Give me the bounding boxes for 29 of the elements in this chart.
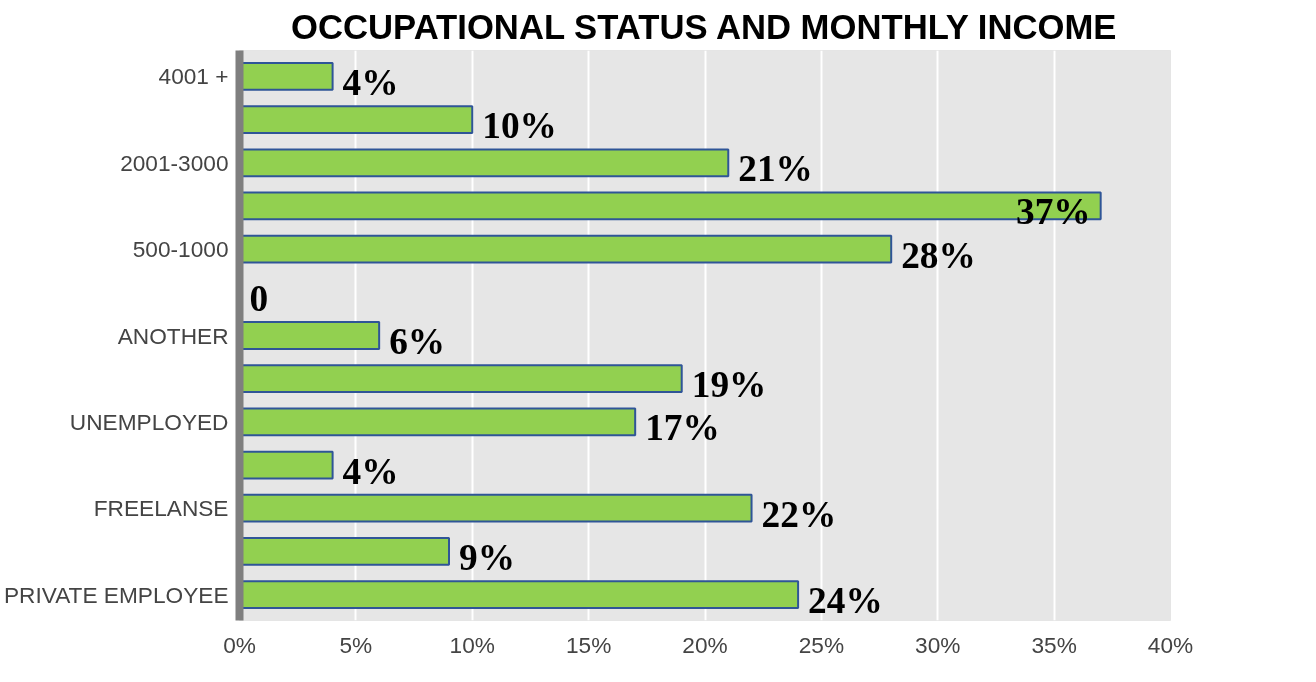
data-label: 19% <box>691 364 767 406</box>
data-label: 10% <box>482 105 557 147</box>
y-tick-label: FREELANSE <box>93 495 229 522</box>
data-label: 24% <box>808 580 883 622</box>
x-tick-label: 40% <box>1147 631 1194 658</box>
x-tick-label: 20% <box>682 631 728 658</box>
x-tick-label: 0% <box>223 631 256 658</box>
y-tick-label: ANOTHER <box>117 322 229 349</box>
x-tick-label: 10% <box>449 631 495 658</box>
data-label: 4% <box>342 61 399 103</box>
y-tick-label: 500-1000 <box>132 236 229 263</box>
x-tick-label: 25% <box>798 631 845 658</box>
x-tick-label: 15% <box>565 631 612 658</box>
data-label: 9% <box>458 536 515 578</box>
data-label: 21% <box>738 148 813 190</box>
data-label: 28% <box>901 234 976 276</box>
y-tick-label: UNEMPLOYED <box>69 408 229 435</box>
x-tick-label: 5% <box>339 631 373 658</box>
x-tick-label: 30% <box>915 631 961 658</box>
x-tick-label: 35% <box>1031 631 1077 658</box>
data-label: 0 <box>249 277 269 319</box>
data-label: 6% <box>389 321 446 362</box>
y-tick-label: PRIVATE EMPLOYEE <box>3 581 229 608</box>
y-tick-label: 4001 + <box>158 63 229 90</box>
data-label: 17% <box>645 407 720 449</box>
data-label: 4% <box>342 450 399 492</box>
data-label: 22% <box>761 493 837 535</box>
chart-title: OCCUPATIONAL STATUS AND MONTHLY INCOME <box>291 7 1117 46</box>
y-tick-label: 2001-3000 <box>120 149 229 176</box>
